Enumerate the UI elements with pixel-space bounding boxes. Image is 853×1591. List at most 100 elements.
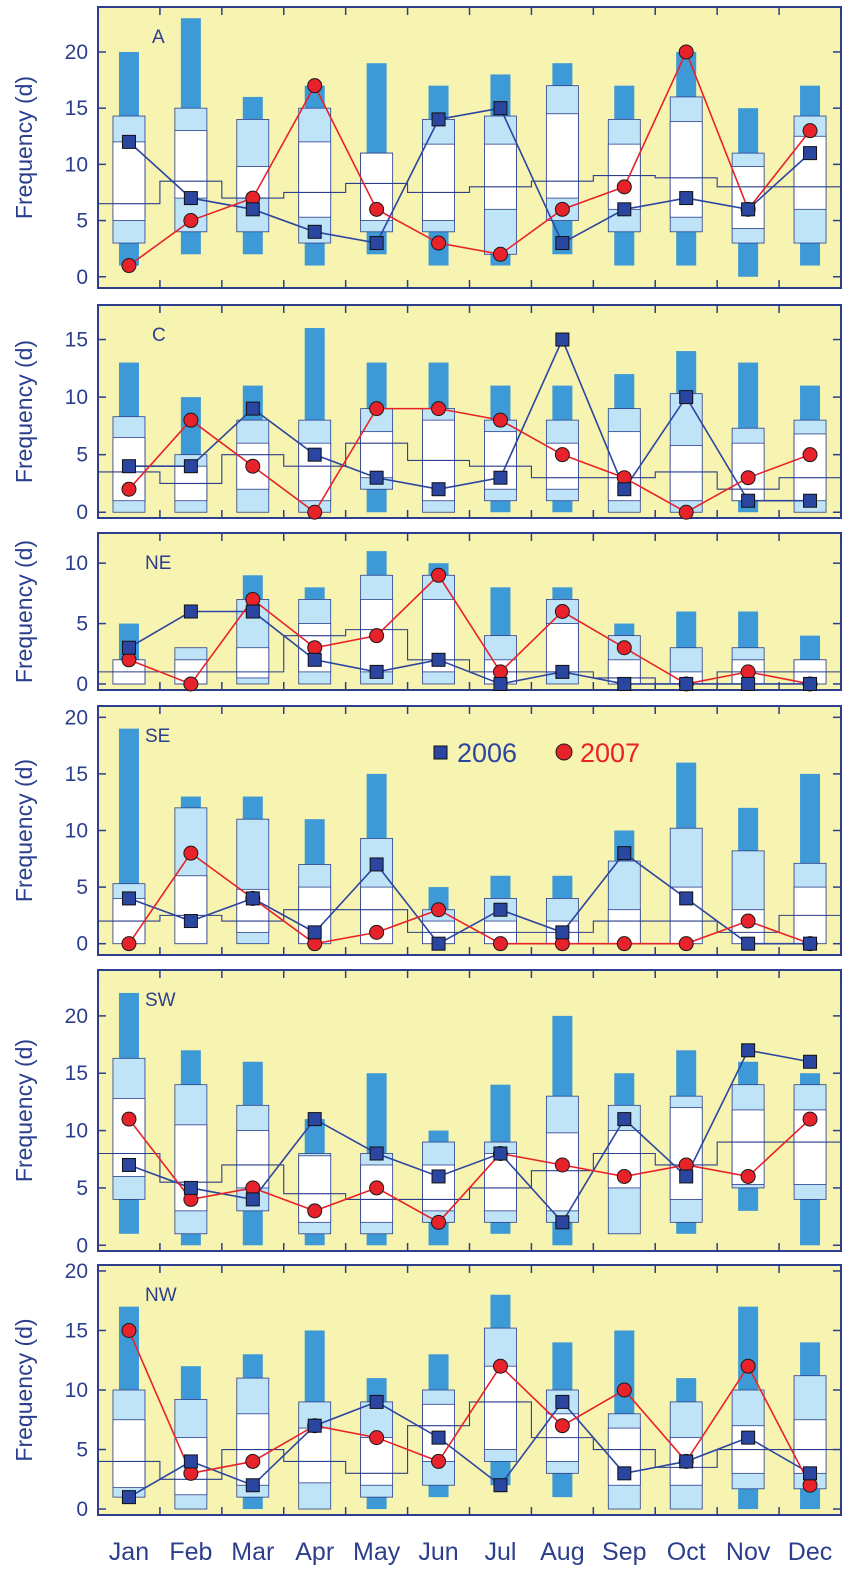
y-tick-label: 20 <box>65 41 88 64</box>
point-2006 <box>679 191 694 206</box>
box-oct <box>669 1050 703 1234</box>
inner-box <box>545 623 579 673</box>
month-label: Nov <box>726 1538 771 1566</box>
point-2006 <box>493 902 508 917</box>
point-2006 <box>431 652 446 667</box>
point-2006 <box>741 936 756 951</box>
panel-label: NW <box>145 1285 177 1306</box>
climatology-step-line <box>98 909 841 933</box>
point-2006 <box>555 332 570 347</box>
inner-box <box>236 1130 270 1189</box>
point-2006 <box>183 914 198 929</box>
series-2007-line <box>128 852 811 945</box>
month-label: Jul <box>484 1538 516 1566</box>
point-2007 <box>121 258 137 274</box>
point-2007 <box>245 458 261 474</box>
y-tick-label: 15 <box>65 1319 88 1342</box>
point-2006 <box>307 1112 322 1127</box>
point-2006 <box>493 1146 508 1161</box>
y-tick-label: 10 <box>65 552 88 575</box>
point-2007 <box>431 401 447 417</box>
inner-box <box>607 143 641 210</box>
panel-background <box>97 969 842 1252</box>
point-2007 <box>369 1180 385 1196</box>
month-label: Dec <box>788 1538 832 1566</box>
panel-label: A <box>152 27 165 48</box>
point-2007 <box>616 1168 632 1184</box>
series-2006-line <box>128 107 811 245</box>
month-label: Sep <box>602 1538 646 1566</box>
point-2006 <box>493 101 508 116</box>
point-2007 <box>554 201 570 217</box>
point-2007 <box>492 936 508 952</box>
point-2006 <box>245 1192 260 1207</box>
y-tick-label: 10 <box>65 386 88 409</box>
point-2006 <box>493 676 508 691</box>
y-axis-label: Frequency (d) <box>11 340 37 483</box>
panel-background <box>97 705 842 956</box>
point-2007 <box>802 1477 818 1493</box>
point-2006 <box>741 676 756 691</box>
x-axis-labels: Jan Feb Mar Apr May Jun Jul Aug Sep Oct Nov Dec <box>109 1538 832 1566</box>
point-2006 <box>617 676 632 691</box>
point-2007 <box>183 1465 199 1481</box>
y-tick-label: 15 <box>65 1062 88 1085</box>
y-tick-label: 0 <box>76 933 88 956</box>
point-2006 <box>121 134 136 149</box>
legend: 2006 2007 <box>433 738 640 768</box>
point-2006 <box>121 1490 136 1505</box>
y-tick-label: 10 <box>65 1379 88 1402</box>
series-2006-line <box>128 337 811 502</box>
point-2006 <box>679 891 694 906</box>
point-2006 <box>245 202 260 217</box>
point-2006 <box>803 676 818 691</box>
y-tick-label: 0 <box>76 266 88 289</box>
series-2007-line <box>128 1118 811 1224</box>
point-2006 <box>555 664 570 679</box>
point-2006 <box>741 1430 756 1445</box>
inner-box <box>731 166 765 229</box>
panel-label: C <box>152 325 166 346</box>
point-2007 <box>616 1382 632 1398</box>
series-2006-line <box>128 1400 811 1498</box>
point-2006 <box>183 191 198 206</box>
point-2006 <box>679 1454 694 1469</box>
point-2006 <box>803 493 818 508</box>
legend-label-2006: 2006 <box>457 738 517 768</box>
panel-se: 0 5 10 15 20 Frequency (d) SE <box>11 705 842 956</box>
month-label: Aug <box>540 1538 584 1566</box>
box-jan <box>112 51 146 266</box>
point-2006 <box>245 604 260 619</box>
month-label: Mar <box>231 1538 274 1566</box>
point-2007 <box>616 936 632 952</box>
box-oct <box>669 762 703 945</box>
point-2007 <box>431 1453 447 1469</box>
point-2006 <box>369 664 384 679</box>
point-2006 <box>431 482 446 497</box>
point-2007 <box>740 470 756 486</box>
y-tick-label: 10 <box>65 153 88 176</box>
series-2007-line <box>128 574 811 685</box>
box-mar <box>236 385 270 513</box>
point-2007 <box>369 401 385 417</box>
box-feb <box>174 796 208 945</box>
point-2006 <box>555 1394 570 1409</box>
point-2006 <box>121 1157 136 1172</box>
inner-box <box>236 647 270 679</box>
panel-sw: 0 5 10 15 20 Frequency (d) SW <box>11 969 842 1257</box>
panel-label: SE <box>145 726 170 747</box>
series-2006-line <box>128 610 811 685</box>
y-tick-label: 5 <box>76 444 88 467</box>
y-tick-label: 20 <box>65 1260 88 1283</box>
point-2007 <box>802 447 818 463</box>
point-2007 <box>740 1358 756 1374</box>
inner-box <box>298 141 332 218</box>
point-2007 <box>492 412 508 428</box>
point-2007 <box>369 628 385 644</box>
box-jan <box>112 1306 146 1498</box>
point-2007 <box>121 1111 137 1127</box>
y-axis-label: Frequency (d) <box>11 76 37 219</box>
point-2007 <box>183 845 199 861</box>
point-2006 <box>245 401 260 416</box>
